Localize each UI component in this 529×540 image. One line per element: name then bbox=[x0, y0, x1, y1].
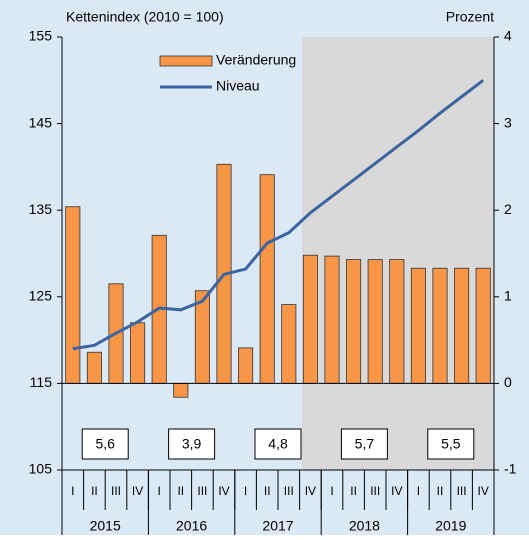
annual-box bbox=[168, 428, 216, 460]
y-tick-label: 155 bbox=[29, 28, 53, 44]
bar bbox=[475, 267, 491, 384]
x-tick-label: III bbox=[284, 484, 294, 498]
x-tick-label: IV bbox=[478, 484, 489, 498]
x-tick-label: I bbox=[417, 484, 420, 498]
x-tick-label: IV bbox=[132, 484, 143, 498]
bar bbox=[346, 259, 362, 384]
x-tick-label: IV bbox=[305, 484, 316, 498]
y2-tick-label: 3 bbox=[504, 114, 512, 130]
y2-tick-label: 2 bbox=[504, 201, 512, 217]
y-tick-label: 105 bbox=[29, 461, 53, 477]
annual-label: 3,9 bbox=[182, 436, 202, 452]
x-tick-label: II bbox=[91, 484, 98, 498]
year-label: 2015 bbox=[90, 518, 121, 534]
y-tick-label: 115 bbox=[30, 374, 53, 390]
x-tick-label: IV bbox=[218, 484, 229, 498]
x-tick-label: II bbox=[177, 484, 184, 498]
x-tick-label: III bbox=[457, 484, 467, 498]
x-tick-label: III bbox=[197, 484, 207, 498]
annual-label: 5,5 bbox=[441, 436, 461, 452]
x-tick-label: II bbox=[264, 484, 271, 498]
year-label: 2016 bbox=[176, 518, 207, 534]
y-tick-label: 125 bbox=[29, 288, 53, 304]
bar bbox=[130, 322, 146, 384]
y2-tick-label: 0 bbox=[504, 374, 512, 390]
bar bbox=[173, 382, 189, 398]
bar bbox=[410, 267, 426, 384]
x-tick-label: II bbox=[350, 484, 357, 498]
bar bbox=[324, 255, 340, 384]
bar bbox=[389, 259, 405, 384]
bar bbox=[454, 267, 470, 384]
annual-box bbox=[340, 428, 388, 460]
legend-label: Niveau bbox=[216, 78, 260, 94]
bar bbox=[281, 304, 297, 384]
annual-box bbox=[427, 428, 475, 460]
x-tick-label: IV bbox=[391, 484, 402, 498]
annual-label: 5,7 bbox=[355, 436, 375, 452]
bar bbox=[259, 174, 275, 384]
annual-label: 5,6 bbox=[95, 436, 115, 452]
bar bbox=[302, 254, 318, 384]
bar bbox=[86, 351, 102, 384]
x-tick-label: I bbox=[71, 484, 74, 498]
y-axis-title: Kettenindex (2010 = 100) bbox=[66, 9, 224, 25]
y2-axis-title: Prozent bbox=[446, 9, 494, 25]
y-tick-label: 145 bbox=[29, 114, 53, 130]
x-tick-label: I bbox=[158, 484, 161, 498]
x-tick-label: I bbox=[244, 484, 247, 498]
bar bbox=[65, 206, 81, 384]
x-tick-label: III bbox=[111, 484, 121, 498]
y2-tick-label: 1 bbox=[504, 288, 512, 304]
year-label: 2018 bbox=[349, 518, 380, 534]
legend-label: Veränderung bbox=[216, 52, 296, 68]
line bbox=[72, 79, 485, 351]
x-tick-label: II bbox=[437, 484, 444, 498]
annual-label: 4,8 bbox=[268, 436, 288, 452]
year-label: 2019 bbox=[435, 518, 466, 534]
annual-box bbox=[254, 428, 302, 460]
bar bbox=[238, 347, 254, 384]
annual-box bbox=[81, 428, 129, 460]
bar bbox=[432, 267, 448, 384]
bar bbox=[367, 259, 383, 384]
x-tick-label: III bbox=[370, 484, 380, 498]
year-label: 2017 bbox=[262, 518, 293, 534]
legend-swatch bbox=[159, 55, 213, 67]
forecast-shading bbox=[302, 37, 494, 470]
x-tick-label: I bbox=[330, 484, 333, 498]
y2-tick-label: 4 bbox=[504, 28, 512, 44]
y2-tick-label: -1 bbox=[504, 461, 517, 477]
y-tick-label: 135 bbox=[29, 201, 53, 217]
